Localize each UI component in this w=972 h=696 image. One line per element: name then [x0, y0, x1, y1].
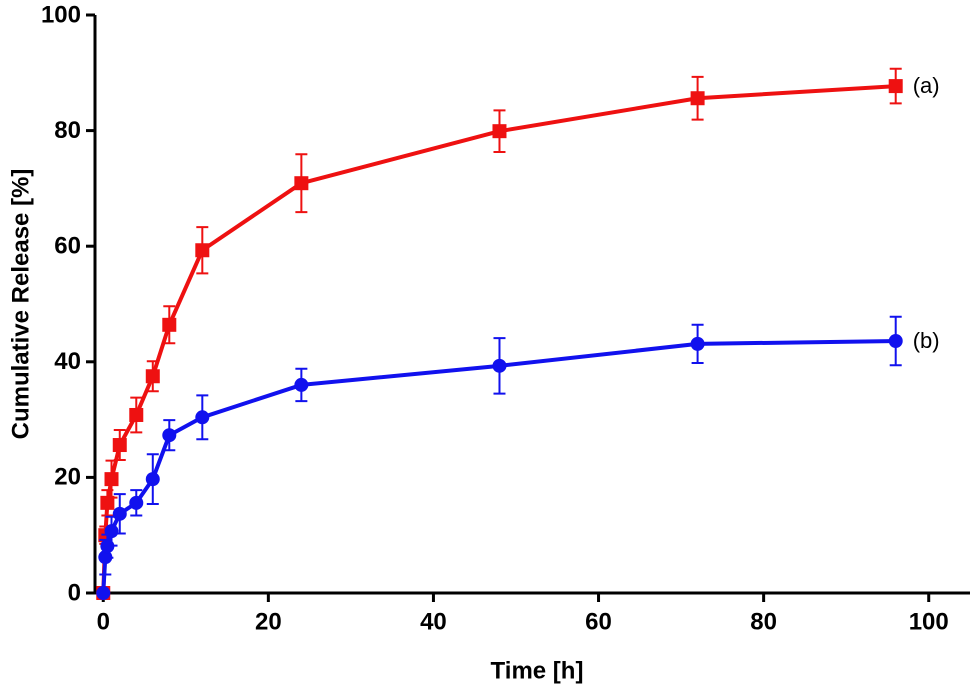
marker [129, 407, 144, 422]
y-tick-label: 40 [54, 348, 81, 375]
marker [195, 410, 210, 425]
marker [888, 333, 903, 348]
x-tick-label: 0 [97, 608, 110, 635]
marker [145, 369, 160, 384]
marker [129, 495, 144, 510]
marker [888, 79, 903, 94]
x-tick-label: 20 [255, 608, 282, 635]
marker [100, 539, 115, 554]
series-label: (a) [913, 73, 940, 98]
marker [104, 472, 119, 487]
marker [195, 243, 210, 258]
marker [104, 524, 119, 539]
marker [492, 124, 507, 139]
marker [162, 428, 177, 443]
y-axis-label: Cumulative Release [%] [7, 169, 34, 440]
x-tick-label: 100 [909, 608, 949, 635]
marker [145, 472, 160, 487]
marker [492, 358, 507, 373]
marker [294, 176, 309, 191]
y-tick-label: 100 [41, 1, 81, 28]
marker [690, 336, 705, 351]
x-tick-label: 40 [420, 608, 447, 635]
x-tick-label: 80 [750, 608, 777, 635]
marker [96, 586, 111, 600]
marker [690, 91, 705, 106]
series-label: (b) [913, 328, 940, 353]
x-axis-label: Time [h] [491, 657, 584, 684]
marker [112, 438, 127, 453]
marker [98, 550, 113, 565]
marker [112, 506, 127, 521]
y-tick-label: 20 [54, 464, 81, 491]
y-tick-label: 80 [54, 117, 81, 144]
marker [294, 377, 309, 392]
y-tick-label: 0 [68, 579, 81, 606]
y-tick-label: 60 [54, 233, 81, 260]
x-tick-label: 60 [585, 608, 612, 635]
marker [162, 317, 177, 332]
marker [100, 495, 115, 510]
